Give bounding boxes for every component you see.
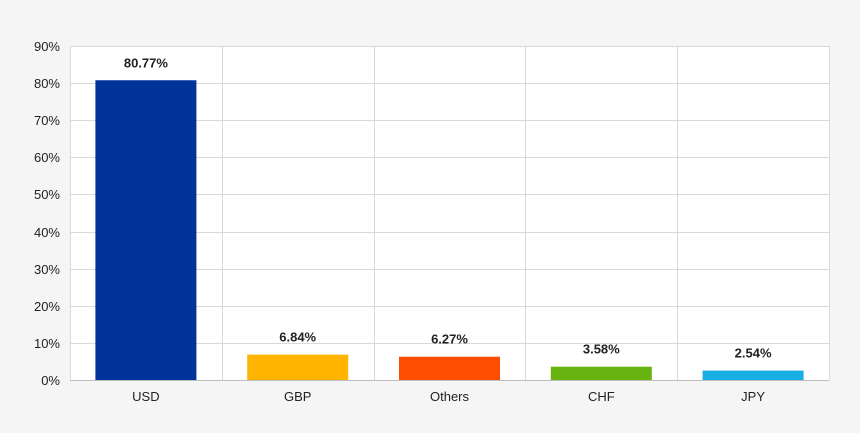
bar-chf — [550, 366, 652, 380]
x-tick-label-chf: CHF — [588, 389, 615, 404]
y-tick-label: 60% — [34, 150, 60, 165]
y-tick-label: 0% — [41, 373, 60, 388]
bar-usd — [95, 80, 197, 381]
x-tick-label-others: Others — [430, 389, 470, 404]
data-label-chf: 3.58% — [583, 342, 620, 357]
y-tick-label: 70% — [34, 113, 60, 128]
x-tick-label-gbp: GBP — [284, 389, 311, 404]
x-tick-label-usd: USD — [132, 389, 159, 404]
y-tick-label: 30% — [34, 262, 60, 277]
plot-area — [70, 46, 829, 380]
bar-gbp — [247, 354, 349, 380]
y-tick-label: 80% — [34, 76, 60, 91]
data-label-others: 6.27% — [431, 332, 468, 347]
gridlines — [70, 46, 830, 381]
x-tick-label-jpy: JPY — [741, 389, 765, 404]
bar-others — [399, 356, 500, 380]
y-tick-label: 20% — [34, 299, 60, 314]
labels: 0% 10% 20% 30% 40% 50% 60% 70% 80% 90% 80.77% USD 6.… — [34, 39, 772, 404]
data-label-gbp: 6.84% — [279, 330, 316, 345]
data-label-usd: 80.77% — [124, 55, 169, 70]
y-tick-label: 40% — [34, 225, 60, 240]
y-tick-label: 90% — [34, 39, 60, 54]
y-tick-label: 50% — [34, 187, 60, 202]
y-tick-label: 10% — [34, 336, 60, 351]
bars — [95, 80, 804, 381]
data-label-jpy: 2.54% — [735, 346, 772, 361]
bar-jpy — [702, 370, 804, 380]
